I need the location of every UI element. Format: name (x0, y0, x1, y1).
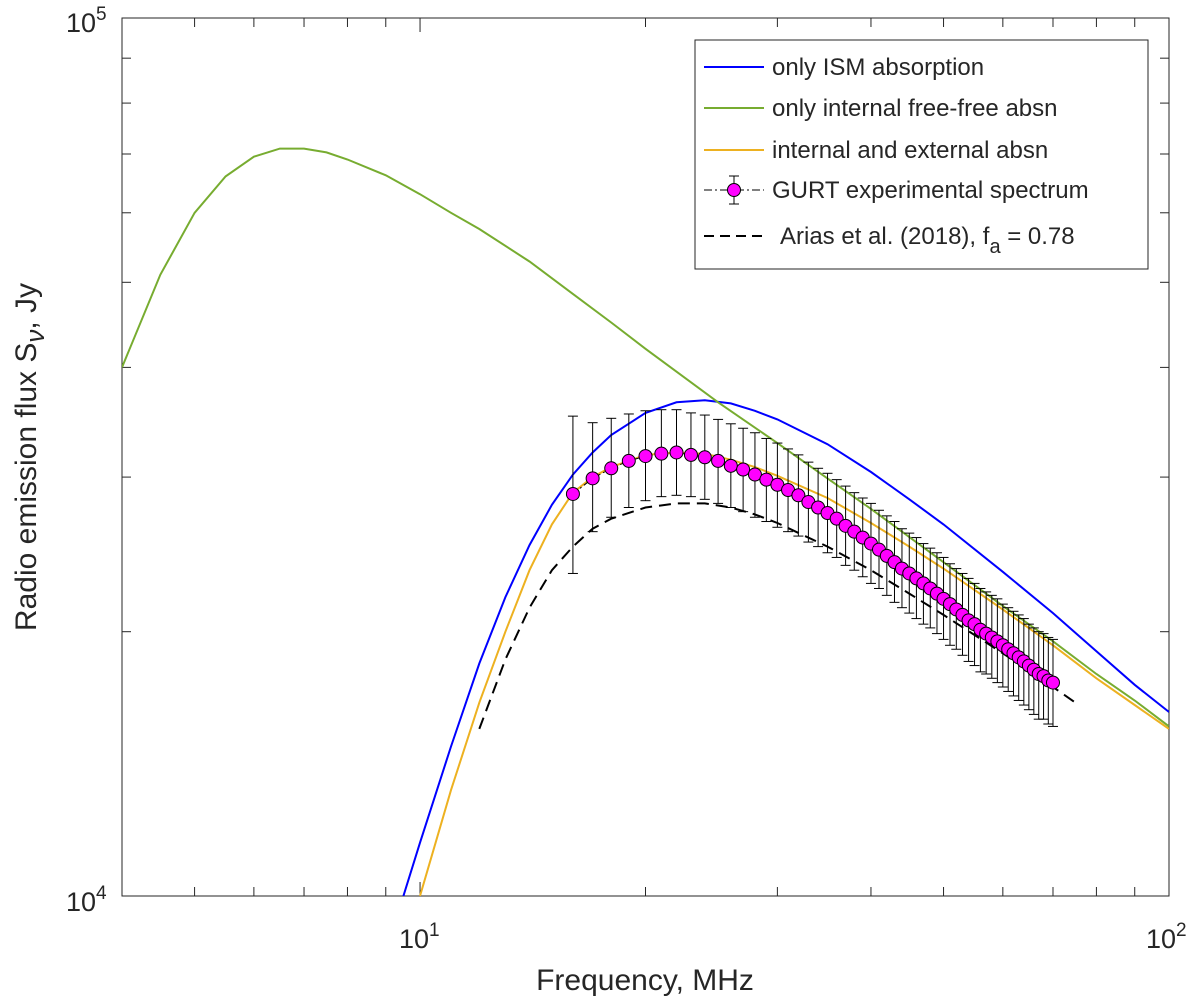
y-axis-title: Radio emission flux Sν, Jy (10, 283, 50, 631)
legend-label-int-ext: internal and external absn (772, 137, 1048, 164)
gurt-data-point (697, 450, 712, 465)
legend-box (694, 39, 1149, 270)
series-gurt-connector (572, 451, 1054, 684)
gurt-data-point (669, 445, 684, 460)
legend-swatch-gurt (704, 175, 764, 205)
gurt-data-point (654, 446, 669, 461)
x-tick-label-10: 101 (399, 920, 440, 954)
gurt-data-point (683, 447, 698, 462)
gurt-data-point (711, 453, 726, 468)
x-axis-title: Frequency, MHz (536, 964, 754, 997)
legend-label-ism: only ISM absorption (772, 54, 984, 81)
gurt-data-point (621, 453, 636, 468)
gurt-data-point (736, 462, 751, 477)
legend: only ISM absorption only internal free-f… (694, 39, 1149, 270)
y-tick-labels: 105 104 (66, 4, 107, 917)
x-tick-labels: 101 102 (399, 920, 1187, 954)
legend-label-arias: Arias et al. (2018), fa = 0.78 (780, 223, 1075, 258)
gurt-data-point (638, 449, 653, 464)
gurt-data-point (747, 467, 762, 482)
gurt-data-point (723, 458, 738, 473)
x-tick-label-100: 102 (1146, 920, 1187, 954)
markers-layer (565, 409, 1060, 727)
series-internal-free-free-line (122, 147, 1169, 728)
y-tick-label-1e4: 104 (66, 883, 107, 917)
plot-area (121, 17, 1170, 897)
gurt-data-point (1045, 675, 1060, 690)
series-arias-2018-line (478, 502, 1076, 730)
gurt-data-point (604, 461, 619, 476)
gurt-data-point (565, 486, 580, 501)
y-tick-label-1e5: 105 (66, 4, 107, 38)
series-internal-external-line (419, 451, 1169, 896)
gurt-data-point (791, 488, 806, 503)
legend-label-gurt: GURT experimental spectrum (772, 177, 1089, 204)
series-ism-absorption-line (402, 399, 1169, 896)
legend-label-internal-ff: only internal free-free absn (772, 95, 1058, 122)
axis-ticks (121, 18, 1170, 896)
gurt-data-point (585, 471, 600, 486)
